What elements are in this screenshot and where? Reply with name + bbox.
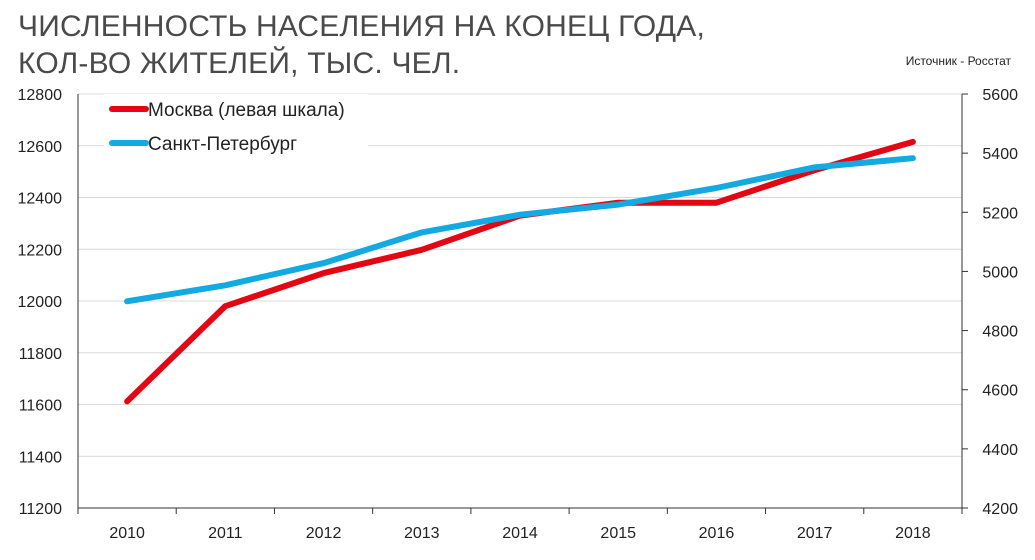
right-tick-label: 4200 <box>982 501 1018 518</box>
data-point <box>616 202 621 207</box>
legend-label: Санкт-Петербург <box>148 134 297 155</box>
data-point <box>321 261 326 266</box>
x-tick-label: 2015 <box>600 525 636 542</box>
x-tick-label: 2017 <box>797 525 833 542</box>
x-tick-label: 2012 <box>306 525 342 542</box>
series-lines <box>124 138 916 405</box>
left-tick-label: 11200 <box>19 501 62 518</box>
chart-title: ЧИСЛЕННОСТЬ НАСЕЛЕНИЯ НА КОНЕЦ ГОДА, КОЛ… <box>18 8 705 82</box>
data-point <box>223 283 228 288</box>
chart-title-line-2: КОЛ-ВО ЖИТЕЛЕЙ, ТЫС. ЧЕЛ. <box>18 47 461 80</box>
right-axis-ticks: 4200 4400 4600 4800 5000 5200 5400 5600 <box>982 87 1018 518</box>
right-tick-label: 5400 <box>982 146 1018 163</box>
chart-title-line-1: ЧИСЛЕННОСТЬ НАСЕЛЕНИЯ НА КОНЕЦ ГОДА, <box>18 10 706 43</box>
legend: Москва (левая шкала) Санкт-Петербург <box>104 94 368 156</box>
data-point <box>518 212 522 217</box>
axes <box>77 93 968 514</box>
left-tick-label: 11400 <box>19 449 62 466</box>
data-point <box>419 230 424 235</box>
left-tick-label: 12000 <box>18 294 63 311</box>
legend-background <box>104 94 368 156</box>
left-tick-label: 12200 <box>18 242 63 259</box>
data-point <box>812 165 817 170</box>
x-axis-ticks: 2010 2011 2012 2013 2014 2015 2016 2017 2018 <box>109 525 930 542</box>
legend-label: Москва (левая шкала) <box>148 100 345 121</box>
data-point <box>419 247 424 252</box>
x-tick-label: 2018 <box>895 525 931 542</box>
left-axis-ticks: 11200 11400 11600 11800 12000 12200 12400 12600… <box>18 87 63 518</box>
right-tick-label: 5200 <box>982 205 1018 222</box>
data-point <box>910 139 915 144</box>
x-tick-label: 2011 <box>208 525 243 542</box>
left-tick-label: 11800 <box>19 346 62 363</box>
left-tick-label: 12400 <box>18 191 63 208</box>
source-note: Источник - Росстат <box>905 54 1011 68</box>
right-tick-label: 4600 <box>982 383 1018 400</box>
right-tick-label: 4400 <box>982 442 1018 459</box>
right-tick-label: 5000 <box>982 264 1018 281</box>
data-point <box>223 304 228 309</box>
data-point <box>910 156 915 161</box>
x-tick-label: 2016 <box>699 525 735 542</box>
x-tick-label: 2010 <box>109 525 145 542</box>
left-tick-label: 11600 <box>19 398 62 415</box>
data-point <box>125 299 130 304</box>
left-tick-label: 12600 <box>18 139 63 156</box>
x-tick-label: 2014 <box>502 525 538 542</box>
data-point <box>714 186 719 191</box>
x-tick-label: 2013 <box>404 525 440 542</box>
left-tick-label: 12800 <box>18 87 63 104</box>
series-line <box>124 138 916 405</box>
right-tick-label: 4800 <box>982 324 1018 341</box>
data-point <box>321 271 326 276</box>
data-point <box>714 200 719 205</box>
data-point <box>125 399 130 404</box>
right-tick-label: 5600 <box>982 87 1018 104</box>
